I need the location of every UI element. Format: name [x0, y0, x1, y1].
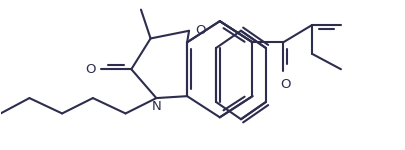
Text: O: O: [280, 78, 290, 91]
Text: O: O: [195, 24, 205, 37]
Text: O: O: [85, 63, 96, 76]
Text: N: N: [151, 100, 161, 113]
